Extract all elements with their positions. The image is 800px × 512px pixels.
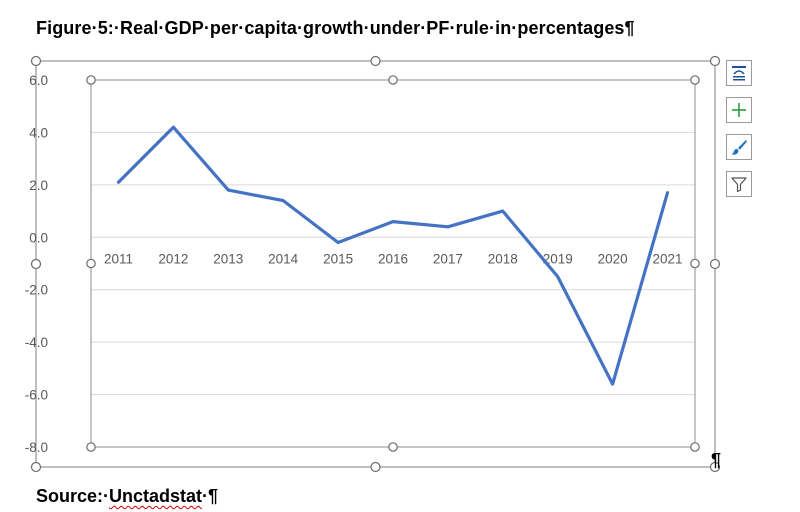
series-line-0[interactable]: [116, 125, 670, 386]
x-tick-label: 2013: [213, 251, 243, 266]
data-point-2014[interactable]: [280, 198, 286, 204]
plot-area-resize-handle[interactable]: [690, 75, 700, 85]
source-pilcrow: ·¶: [202, 486, 219, 506]
chart-styles-button[interactable]: [726, 134, 752, 160]
y-axis-tick-labels: 6.0 4.0 2.0 0.0 -2.0 -4.0 -6.0 -8.0: [25, 73, 48, 455]
x-tick-label: 2015: [323, 251, 353, 266]
x-tick-label: 2021: [653, 251, 683, 266]
data-point-2020[interactable]: [610, 381, 616, 387]
data-point-2011[interactable]: [115, 179, 121, 185]
layout-options-icon: [732, 66, 746, 81]
y-tick-label: -2.0: [25, 283, 48, 298]
data-point-2017[interactable]: [445, 224, 451, 230]
y-tick-label: 0.0: [29, 230, 48, 245]
plot-area-resize-handle[interactable]: [690, 258, 700, 269]
data-point-2016[interactable]: [390, 219, 396, 225]
chart-elements-button[interactable]: [726, 97, 752, 123]
selection-handles[interactable]: [30, 55, 721, 473]
y-tick-label: 2.0: [29, 178, 48, 193]
chart-elements-plus-icon: [732, 103, 746, 117]
plot-area-resize-handle[interactable]: [86, 75, 96, 85]
plot-area-resize-handle[interactable]: [86, 442, 96, 452]
y-tick-label: -8.0: [25, 440, 48, 455]
y-tick-label: 4.0: [29, 125, 48, 140]
y-tick-label: -6.0: [25, 388, 48, 403]
x-tick-label: 2017: [433, 251, 463, 266]
y-tick-label: 6.0: [29, 73, 48, 88]
x-axis-tick-labels: 2011 2012 2013 2014 2015 2016 2017 2018 2019 2020…: [104, 251, 683, 266]
chart-area-resize-handle[interactable]: [30, 258, 42, 270]
chart-area-resize-handle[interactable]: [30, 55, 42, 67]
x-tick-label: 2014: [268, 251, 299, 266]
series-lines[interactable]: [115, 124, 670, 387]
x-tick-label: 2018: [488, 251, 518, 266]
chart-filters-funnel-icon: [731, 177, 747, 193]
figure-title: Figure·5:·Real·GDP·per·capita·growth·und…: [36, 18, 635, 39]
x-tick-label: 2012: [158, 251, 188, 266]
data-point-2018[interactable]: [500, 208, 506, 214]
chart-area-resize-handle[interactable]: [370, 461, 381, 473]
chart-area-resize-handle[interactable]: [709, 258, 721, 270]
source-label: Source:·: [36, 486, 110, 506]
data-point-2013[interactable]: [225, 187, 231, 193]
chart-area-resize-handle[interactable]: [709, 55, 721, 67]
x-tick-label: 2019: [543, 251, 573, 266]
x-tick-label: 2016: [378, 251, 408, 266]
source-line: Source:·Unctadstat·¶: [36, 486, 218, 507]
source-name: Unctadstat: [109, 486, 203, 506]
chart-layout-button[interactable]: [726, 60, 752, 86]
plot-area-resize-handle[interactable]: [388, 75, 398, 85]
chart-area-resize-handle[interactable]: [370, 55, 381, 67]
plot-area-resize-handle[interactable]: [86, 258, 96, 269]
chart-area-resize-handle[interactable]: [709, 461, 721, 473]
y-tick-label: -4.0: [25, 335, 48, 350]
x-tick-label: 2011: [104, 251, 133, 266]
plot-area-resize-handle[interactable]: [388, 442, 398, 452]
data-point-2012[interactable]: [170, 124, 176, 130]
figure-title-text: Figure·5:·Real·GDP·per·capita·growth·und…: [36, 18, 625, 38]
data-point-2015[interactable]: [335, 240, 341, 246]
chart-styles-brush-icon: [731, 140, 747, 155]
end-paragraph-mark: ¶: [711, 450, 722, 470]
plot-area-resize-handle[interactable]: [690, 442, 700, 452]
data-point-2021[interactable]: [665, 190, 671, 196]
title-pilcrow: ¶: [624, 18, 635, 38]
chart-filters-button[interactable]: [726, 171, 752, 197]
data-point-2019[interactable]: [555, 274, 561, 280]
chart-area-resize-handle[interactable]: [30, 461, 42, 473]
x-tick-label: 2020: [598, 251, 628, 266]
